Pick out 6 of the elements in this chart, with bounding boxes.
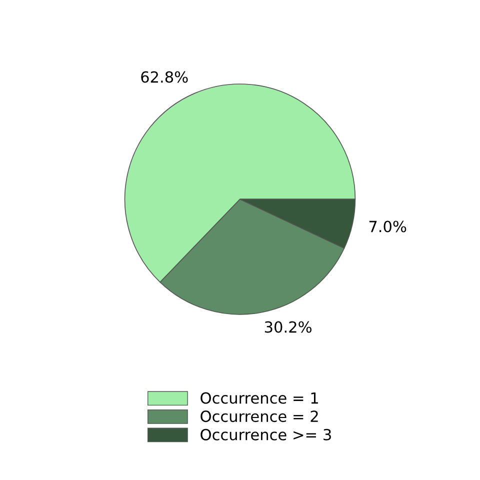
legend-label: Occurrence >= 3 [200,428,331,440]
legend-label: Occurrence = 2 [200,410,318,422]
legend-label: Occurrence = 1 [200,392,318,404]
data-label: 30.2% [264,321,312,333]
data-label: 7.0% [369,220,406,232]
data-label: 62.8% [141,71,188,83]
